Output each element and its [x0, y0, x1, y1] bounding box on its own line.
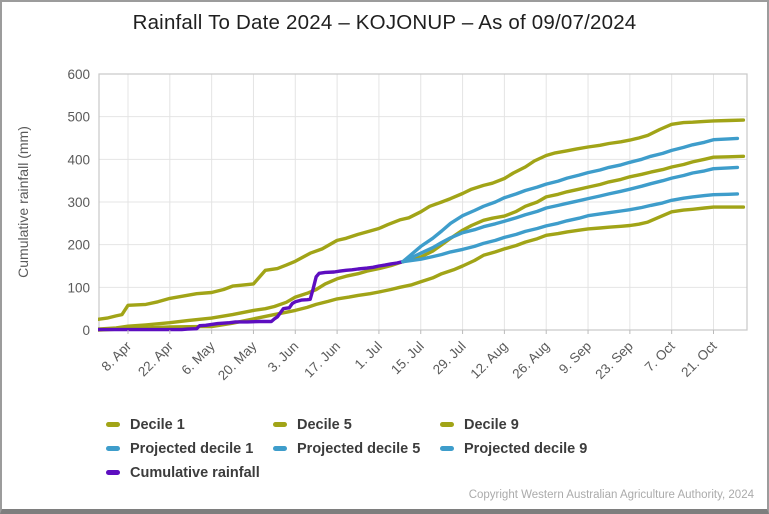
legend-swatch-icon	[106, 446, 120, 451]
chart-title: Rainfall To Date 2024 – KOJONUP – As of …	[132, 11, 637, 34]
x-tick-label: 29. Jul	[430, 339, 469, 378]
y-tick-label: 0	[82, 323, 90, 338]
legend-swatch-icon	[273, 446, 287, 451]
x-tick-label: 8. Apr	[99, 338, 135, 374]
y-axis-title: Cumulative rainfall (mm)	[15, 126, 31, 278]
x-tick-label: 23. Sep	[592, 339, 636, 383]
legend-label: Projected decile 9	[464, 440, 588, 457]
legend-label: Decile 9	[464, 416, 519, 433]
legend-item-projected-decile-9: Projected decile 9	[440, 440, 587, 457]
legend-label: Decile 1	[130, 416, 185, 433]
copyright-text: Copyright Western Australian Agriculture…	[468, 489, 754, 501]
legend-swatch-icon	[106, 422, 120, 427]
x-tick-label: 17. Jun	[301, 339, 343, 381]
legend-swatch-icon	[440, 422, 454, 427]
x-tick-label: 9. Sep	[556, 339, 594, 377]
legend-item-cumulative-rainfall: Cumulative rainfall	[106, 464, 273, 481]
projected-decile-1-line	[401, 192, 740, 264]
y-tick-label: 400	[67, 152, 90, 167]
x-tick-label: 6. May	[179, 338, 218, 377]
x-tick-label: 7. Oct	[642, 338, 678, 374]
legend-swatch-icon	[440, 446, 454, 451]
chart-legend: Decile 1 Decile 5 Decile 9 Projected decile…	[106, 416, 587, 481]
y-tick-label: 600	[67, 67, 90, 82]
cumulative-rainfall-line	[98, 260, 405, 332]
x-tick-label: 1. Jul	[352, 339, 385, 372]
legend-label: Cumulative rainfall	[130, 464, 260, 481]
plot-border	[98, 73, 748, 331]
x-tick-label: 21. Oct	[678, 338, 720, 380]
x-tick-label: 3. Jun	[265, 339, 302, 376]
legend-item-decile-1: Decile 1	[106, 416, 273, 433]
legend-swatch-icon	[106, 470, 120, 475]
decile-1-line	[98, 205, 746, 332]
y-tick-label: 500	[67, 110, 90, 125]
x-tick-label: 20. May	[215, 338, 260, 383]
legend-label: Projected decile 1	[130, 440, 254, 457]
legend-item-projected-decile-5: Projected decile 5	[273, 440, 440, 457]
projected-decile-5-line	[401, 165, 740, 264]
legend-item-decile-9: Decile 9	[440, 416, 587, 433]
legend-swatch-icon	[273, 422, 287, 427]
y-tick-label: 300	[67, 195, 90, 210]
legend-label: Projected decile 5	[297, 440, 421, 457]
x-tick-label: 26. Aug	[509, 339, 552, 382]
projected-decile-9-line	[401, 136, 740, 264]
y-tick-label: 100	[67, 280, 90, 295]
legend-item-decile-5: Decile 5	[273, 416, 440, 433]
x-tick-label: 22. Apr	[135, 338, 176, 379]
decile-9-line	[98, 118, 746, 321]
x-tick-label: 12. Aug	[468, 339, 511, 382]
x-tick-label: 15. Jul	[388, 339, 427, 378]
legend-item-projected-decile-1: Projected decile 1	[106, 440, 273, 457]
y-tick-label: 200	[67, 238, 90, 253]
legend-label: Decile 5	[297, 416, 352, 433]
